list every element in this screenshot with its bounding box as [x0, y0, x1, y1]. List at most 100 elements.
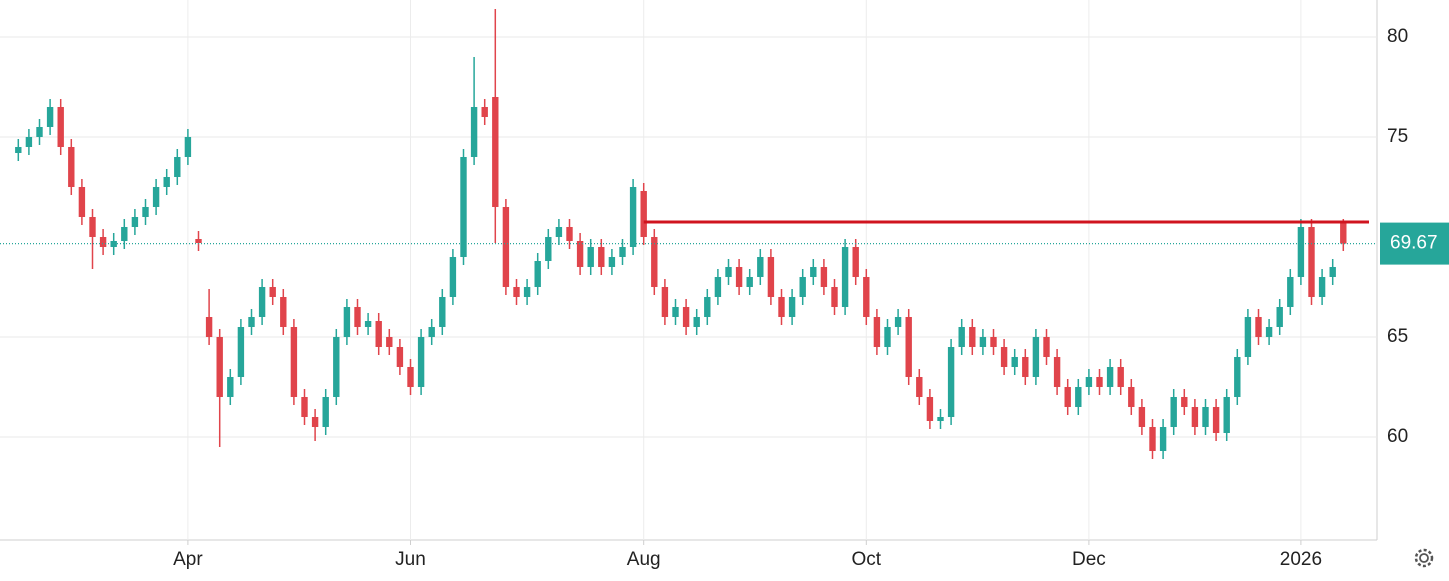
candle-body [301, 397, 308, 417]
candle-body [417, 337, 425, 387]
candle-body [661, 287, 669, 317]
candle-body [121, 227, 128, 241]
candle-body [682, 307, 690, 327]
candle-body [280, 297, 287, 327]
settings-icon[interactable] [1414, 548, 1434, 568]
candle-body [1106, 367, 1114, 387]
candle-body [1096, 377, 1103, 387]
candle-body [873, 317, 881, 347]
candle-body [163, 177, 170, 187]
candle-body [1170, 397, 1177, 427]
candle-body [1128, 387, 1135, 407]
candle-body [205, 317, 213, 337]
gear-hub [1419, 553, 1429, 563]
candle-body [492, 97, 499, 207]
candle-body [142, 207, 149, 217]
candle-body [905, 317, 912, 377]
candle-body [1202, 407, 1209, 427]
candle-body [958, 327, 965, 347]
candle-body [396, 347, 404, 367]
candle-body [248, 317, 255, 327]
candle-body [937, 417, 944, 421]
candle-body [523, 287, 531, 297]
candle-body [481, 107, 488, 117]
candle-body [1318, 277, 1326, 297]
candle-body [598, 247, 605, 267]
candle-body [926, 397, 934, 421]
candle-body [1181, 397, 1188, 407]
candle-body [174, 157, 181, 177]
candle-body [68, 147, 75, 187]
candle-body [513, 287, 520, 297]
candle-body [576, 241, 584, 267]
candle-body [1287, 277, 1294, 307]
candle-body [1138, 407, 1146, 427]
candle-body [1149, 427, 1156, 451]
candle-body [1276, 307, 1283, 327]
candle-body [1117, 367, 1124, 387]
candle-body [1340, 221, 1347, 244]
candle-body [470, 107, 478, 157]
candle-body [1159, 427, 1167, 451]
candle-body [237, 327, 245, 377]
last-price-label: 69.67 [1390, 233, 1438, 254]
candle-body [195, 239, 202, 243]
candle-body [258, 287, 266, 317]
candle-body [863, 277, 870, 317]
candle-body [1212, 407, 1220, 433]
candle-body [534, 261, 541, 287]
candle-body [216, 337, 223, 397]
candle-body [46, 107, 54, 127]
candle-body [714, 277, 722, 297]
candle-body [608, 257, 616, 267]
candle-body [407, 367, 414, 387]
candle-body [884, 327, 891, 347]
candle-body [1032, 337, 1040, 377]
last-price-box [1380, 222, 1449, 265]
candle-body [778, 297, 785, 317]
candle-body [788, 297, 796, 317]
candle-body [757, 257, 764, 277]
candle-body [1022, 357, 1029, 377]
candle-body [704, 297, 711, 317]
candle-body [916, 377, 923, 397]
candle-body [979, 337, 987, 347]
candle-body [735, 267, 743, 287]
candle-body [831, 287, 838, 307]
candle-body [693, 317, 700, 327]
candle-body [746, 277, 753, 287]
candle-body [110, 241, 117, 247]
candle-body [841, 247, 849, 307]
candle-body [566, 227, 573, 241]
y-tick-label: 65 [1387, 326, 1408, 347]
candle-body [894, 317, 902, 327]
candle-body [428, 327, 435, 337]
candle-body [386, 337, 393, 347]
candle-body [1053, 357, 1061, 387]
candle-body [1011, 357, 1018, 367]
candle-body [354, 307, 361, 327]
candle-body [25, 137, 33, 147]
candle-body [1085, 377, 1093, 387]
candle-body [89, 217, 96, 237]
candle-body [1223, 397, 1230, 433]
y-tick-label: 60 [1387, 426, 1408, 447]
candle-body [449, 257, 457, 297]
candle-body [820, 267, 828, 287]
candle-body [619, 247, 626, 257]
x-tick-label: Dec [1072, 549, 1106, 570]
candle-body [545, 237, 552, 261]
candle-body [343, 307, 351, 337]
y-tick-label: 75 [1387, 126, 1408, 147]
candle-body [587, 247, 594, 267]
candle-body [640, 191, 647, 237]
candle-body [364, 321, 372, 327]
candle-body [78, 187, 86, 217]
x-tick-label: Oct [852, 549, 882, 570]
x-tick-label: Aug [627, 549, 661, 570]
candle-body [227, 377, 234, 397]
candle-body [852, 247, 859, 277]
candle-body [36, 127, 43, 137]
x-tick-label: 2026 [1280, 549, 1322, 570]
candle-body [460, 157, 467, 257]
